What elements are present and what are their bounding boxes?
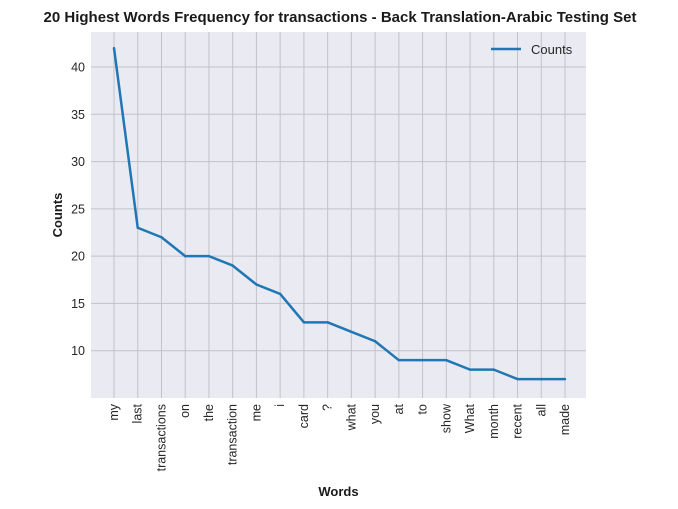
x-axis-label: Words [318, 484, 358, 499]
x-tick-label: month [487, 404, 501, 439]
x-tick-label: show [439, 403, 453, 433]
legend-label-counts: Counts [531, 42, 573, 57]
y-tick-labels: 10 15 20 25 30 35 40 [71, 60, 85, 358]
data-point [516, 377, 519, 381]
data-point [160, 236, 163, 239]
series-line-counts [112, 47, 565, 381]
x-tick-label: what [344, 403, 358, 431]
data-point [397, 358, 401, 362]
data-point [350, 330, 353, 333]
x-tick-label: all [534, 404, 548, 417]
data-point [184, 254, 187, 258]
x-tick-label: transaction [226, 404, 240, 465]
y-axis-label: Counts [50, 193, 65, 238]
y-tick-label: 20 [71, 250, 85, 264]
x-tick-label: my [107, 403, 121, 420]
x-tick-label: transactions [154, 404, 168, 471]
y-tick-label: 25 [71, 202, 85, 216]
x-tick-label: made [558, 404, 572, 435]
data-point [421, 358, 424, 362]
x-tick-label: last [131, 403, 145, 423]
data-point [492, 368, 495, 371]
x-tick-label: the [202, 404, 216, 421]
x-tick-label: to [416, 404, 430, 414]
data-point [112, 46, 116, 50]
data-point [326, 321, 329, 324]
series-layer [112, 46, 567, 381]
x-tick-label: me [249, 404, 263, 421]
data-point [540, 377, 543, 381]
legend: Counts [491, 42, 573, 57]
y-tick-label: 15 [71, 297, 85, 311]
data-point [231, 264, 234, 267]
data-point [207, 254, 211, 258]
x-tick-label: What [463, 403, 477, 433]
data-point [255, 283, 258, 286]
y-tick-label: 40 [71, 60, 85, 74]
data-point [468, 368, 472, 371]
data-point [278, 292, 282, 296]
data-point [302, 321, 306, 324]
plot-area [91, 32, 586, 398]
data-point [373, 340, 377, 343]
grid-lines [91, 32, 586, 398]
x-tick-labels: my last transactions on the transaction me i car… [107, 403, 572, 471]
data-point [563, 377, 567, 381]
x-tick-label: ? [321, 404, 335, 411]
y-tick-label: 35 [71, 108, 85, 122]
x-tick-label: card [297, 404, 311, 428]
x-tick-label: you [368, 404, 382, 424]
x-tick-label: on [178, 404, 192, 418]
x-tick-label: at [392, 403, 406, 414]
y-tick-label: 10 [71, 344, 85, 358]
x-tick-label: recent [511, 403, 525, 438]
x-tick-label: i [273, 404, 287, 407]
y-tick-label: 30 [71, 155, 85, 169]
data-point [136, 226, 139, 229]
data-point [445, 358, 448, 362]
chart-title: 20 Highest Words Frequency for transacti… [44, 9, 637, 26]
